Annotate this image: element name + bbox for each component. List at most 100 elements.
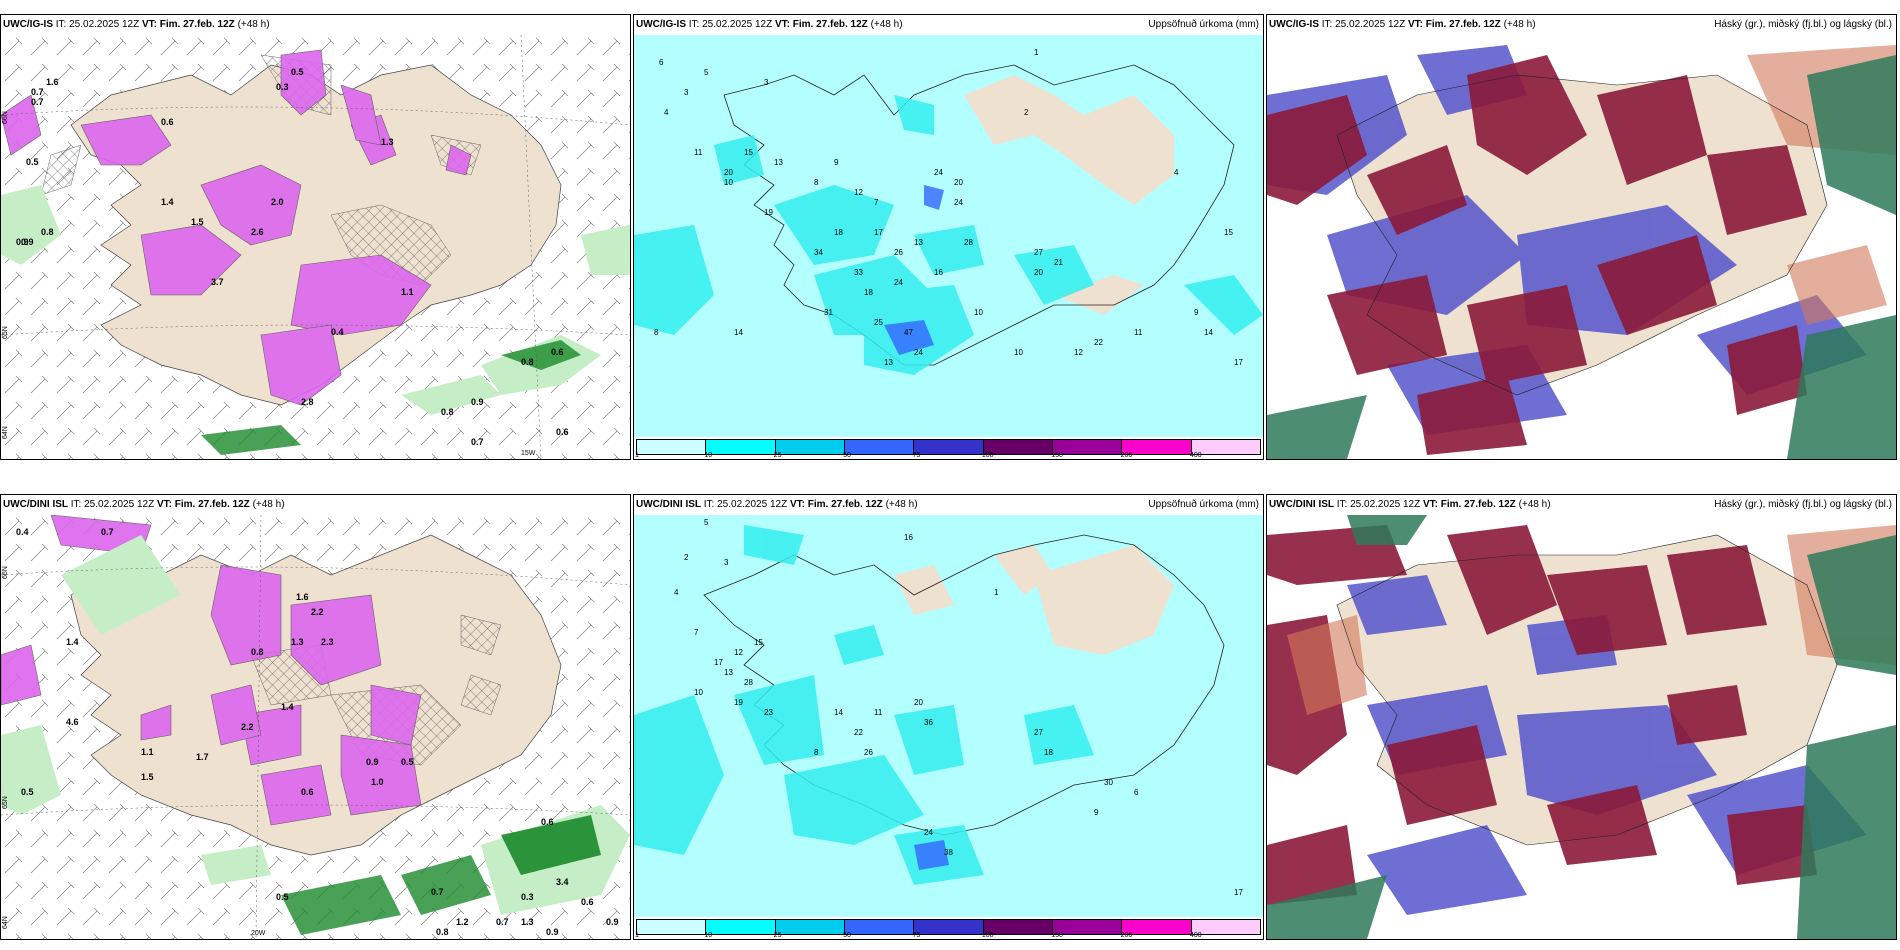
colorbar-tick: 150: [1051, 452, 1063, 459]
low-cloud: [1267, 515, 1896, 939]
panel-dini-snow: UWC/DINI ISL IT: 25.02.2025 12Z VT: Fim.…: [0, 494, 631, 940]
colorbar-tick: 200: [1120, 932, 1133, 939]
low-cloud: [1267, 55, 1896, 459]
precip-label: 14: [1204, 328, 1213, 337]
colorbar-tick: 25: [773, 452, 782, 459]
lead-time: (+48 h): [237, 19, 270, 30]
precip-label: 19: [734, 698, 743, 707]
map-dini-precip: 5 3 2 1 16 4 12 15 7 17 13 28 19 23 10 2…: [634, 515, 1263, 917]
precip-label: 12: [854, 188, 863, 197]
precip-label: 20: [954, 178, 963, 187]
precip-label: 14: [734, 328, 743, 337]
sea-label: 1.2: [456, 917, 469, 927]
colorbar-tick: 200: [1120, 452, 1133, 459]
panel-title: Háský (gr.), miðský (fj.bl.) og lágský (…: [1714, 499, 1892, 510]
snow-label: 0.5: [401, 757, 414, 767]
precip-label: 27: [1034, 728, 1043, 737]
sea-label: 0.8: [441, 407, 454, 417]
panel-header: UWC/IG-IS IT: 25.02.2025 12Z VT: Fim. 27…: [1267, 15, 1896, 35]
map-ig-precip: 6 3 4 1 2 5 3 10 11 15 20 13 9 7 24 20 1…: [634, 35, 1263, 437]
snow-label: 1.7: [196, 752, 209, 762]
precip-label: 6: [659, 58, 664, 67]
model-name: UWC/DINI ISL: [1269, 499, 1334, 510]
vt-label: VT:: [141, 19, 157, 30]
precip-label: 24: [954, 198, 963, 207]
colorbar-swatch: [637, 440, 707, 454]
panel-header: UWC/IG-IS IT: 25.02.2025 12Z VT: Fim. 27…: [1, 15, 630, 35]
colorbar-tick: 75: [912, 452, 921, 459]
snow-areas: [1, 515, 422, 826]
precip-label: 20: [1034, 268, 1043, 277]
colorbar-swatch: [637, 920, 707, 934]
precip-label: 28: [964, 238, 973, 247]
snow-areas: [1, 49, 472, 406]
lon-label: 20W: [251, 930, 266, 937]
colorbar-swatch: [1122, 440, 1192, 454]
colorbar-tick: 10: [704, 932, 713, 939]
sea-label: 0.9: [606, 917, 619, 927]
precip-colorbar: 1 10 25 50 75 100 150 200 400: [634, 917, 1263, 939]
colorbar-swatch: [775, 440, 845, 454]
precip-label: 27: [1034, 248, 1043, 257]
colorbar-swatch: [706, 440, 776, 454]
precip-label: 14: [834, 708, 843, 717]
colorbar-tick: 100: [981, 452, 994, 459]
precip-label: 38: [944, 848, 953, 857]
panel-header: UWC/DINI ISL IT: 25.02.2025 12Z VT: Fim.…: [634, 495, 1263, 515]
precip-label: 4: [1174, 168, 1179, 177]
snow-label: 1.4: [161, 197, 174, 207]
sea-label: 0.9: [546, 927, 559, 937]
sea-label: 0.7: [496, 917, 509, 927]
colorbar-swatch: [914, 440, 984, 454]
precip-areas: [634, 525, 1094, 885]
initial-time: 25.02.2025 12Z: [702, 19, 773, 30]
precip-label: 28: [744, 678, 753, 687]
snow-label: 1.3: [291, 637, 304, 647]
precip-label: 16: [934, 268, 943, 277]
precip-label: 24: [894, 278, 903, 287]
initial-time: 25.02.2025 12Z: [1335, 19, 1406, 30]
colorbar-swatches: [636, 919, 1261, 935]
precip-label: 16: [904, 533, 913, 542]
panel-dini-clouds: UWC/DINI ISL IT: 25.02.2025 12Z VT: Fim.…: [1266, 494, 1897, 940]
valid-time: Fim. 27.feb. 12Z: [807, 499, 883, 510]
panel-ig-precip: UWC/IG-IS IT: 25.02.2025 12Z VT: Fim. 27…: [633, 14, 1264, 460]
colorbar-ticks: 1 10 25 50 75 100 150 200 400: [635, 452, 1261, 459]
it-label: IT:: [70, 499, 82, 510]
snow-label: 0.9: [366, 757, 379, 767]
map-dini-snow: 0.4 0.7 1.6 2.2 1.4 0.8 1.3 2.3 4.6 1.1 …: [1, 515, 630, 939]
sea-label: 0.6: [581, 897, 594, 907]
panel-header: UWC/DINI ISL IT: 25.02.2025 12Z VT: Fim.…: [1267, 495, 1896, 515]
valid-time: Fim. 27.feb. 12Z: [1440, 499, 1516, 510]
precip-label: 11: [1134, 328, 1143, 337]
precip-label: 17: [714, 658, 723, 667]
precip-label: 12: [1074, 348, 1083, 357]
precip-label: 34: [814, 248, 823, 257]
glacier-hatch: [40, 54, 482, 286]
sea-label: 1.3: [521, 917, 534, 927]
precip-label: 13: [724, 668, 733, 677]
snow-label: 0.6: [301, 787, 314, 797]
sea-label: 0.7: [431, 887, 444, 897]
precip-label: 9: [1094, 808, 1099, 817]
precip-heavy: [914, 840, 949, 870]
precip-label: 5: [704, 68, 709, 77]
snow-label: 0.6: [161, 117, 174, 127]
snow-label: 1.0: [371, 777, 384, 787]
grid-lines: [1, 35, 630, 459]
precip-label: 33: [854, 268, 863, 277]
model-name: UWC/DINI ISL: [636, 499, 701, 510]
vt-label: VT:: [789, 499, 805, 510]
lat-label: 64N: [2, 916, 9, 929]
sea-label: 0.5: [276, 892, 289, 902]
coastline: [1336, 534, 1838, 846]
panel-ig-clouds: UWC/IG-IS IT: 25.02.2025 12Z VT: Fim. 27…: [1266, 14, 1897, 460]
snow-label: 1.6: [46, 77, 59, 87]
precip-label: 31: [824, 308, 833, 317]
snow-label: 2.3: [321, 637, 334, 647]
panel-title: Uppsöfnuð úrkoma (mm): [1148, 499, 1259, 510]
colorbar-swatch: [983, 920, 1053, 934]
precip-label: 8: [814, 178, 819, 187]
lon-label: 15W: [521, 450, 536, 457]
snow-label: 0.9: [21, 237, 34, 247]
